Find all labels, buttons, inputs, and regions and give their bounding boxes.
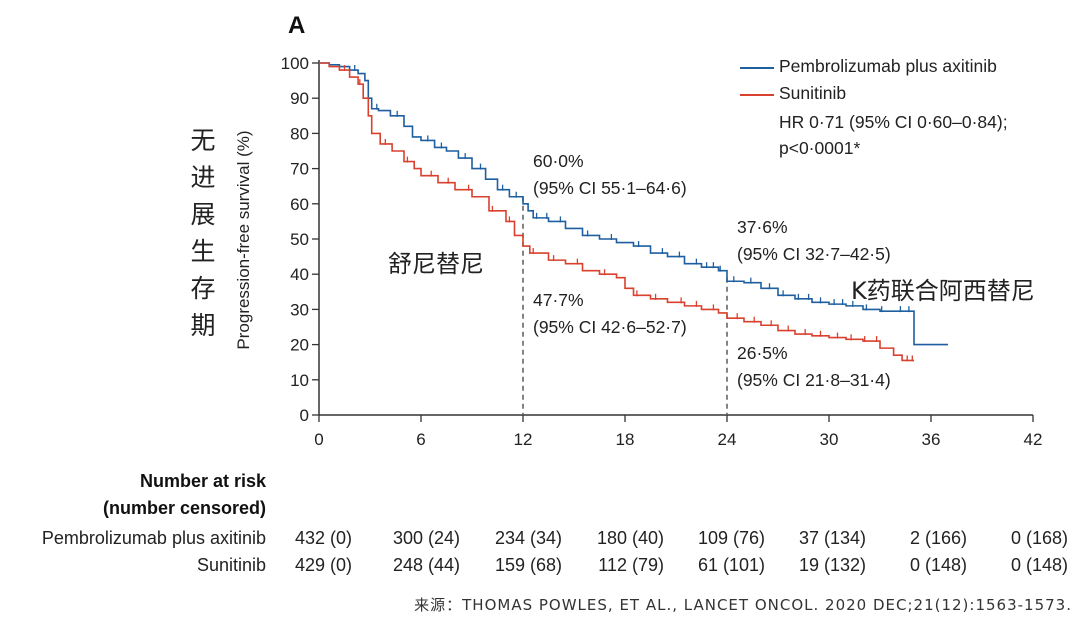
risk-table-title: Number at risk: [139, 471, 266, 491]
risk-cell: 112 (79): [598, 555, 664, 575]
legend-p-value: p<0·0001*: [779, 138, 861, 158]
risk-cell: 0 (148): [909, 555, 967, 575]
y-tick-label: 40: [290, 265, 309, 284]
y-axis-label: Progression-free survival (%): [234, 130, 253, 350]
annotation-suni-12-value: 47·7%: [533, 290, 584, 310]
x-tick-label: 0: [314, 430, 323, 449]
y-tick-label: 10: [290, 371, 309, 390]
risk-cell: 300 (24): [392, 528, 460, 548]
legend-label-sunitinib: Sunitinib: [779, 83, 847, 103]
y-tick-label: 0: [300, 406, 309, 425]
risk-cell: 2 (166): [909, 528, 967, 548]
risk-cell: 159 (68): [494, 555, 562, 575]
cn-label-combo: K药联合阿西替尼: [851, 277, 1035, 305]
annotation-pembro-12-ci: (95% CI 55·1–64·6): [533, 178, 687, 198]
legend-hr: HR 0·71 (95% CI 0·60–0·84);: [779, 112, 1008, 132]
cn-label-sunitinib: 舒尼替尼: [388, 250, 484, 278]
risk-table-subtitle: (number censored): [102, 498, 266, 518]
y-tick-label: 70: [290, 160, 309, 179]
km-curve-pembro: [319, 62, 948, 346]
y-tick-label: 100: [281, 54, 309, 73]
risk-cell: 109 (76): [697, 528, 765, 548]
source-citation: 来源：THOMAS POWLES, ET AL., LANCET ONCOL. …: [414, 596, 1072, 614]
risk-cell: 0 (168): [1010, 528, 1068, 548]
risk-row-label-sunitinib: Sunitinib: [196, 555, 266, 575]
x-tick-label: 12: [514, 430, 533, 449]
annotation-pembro-24-value: 37·6%: [737, 217, 788, 237]
y-tick-label: 50: [290, 230, 309, 249]
annotation-pembro-12-value: 60·0%: [533, 151, 584, 171]
annotation-suni-24-ci: (95% CI 21·8–31·4): [737, 370, 891, 390]
y-tick-label: 60: [290, 195, 309, 214]
x-tick-label: 18: [616, 430, 635, 449]
x-tick-label: 36: [922, 430, 941, 449]
risk-cell: 429 (0): [294, 555, 352, 575]
risk-cell: 234 (34): [494, 528, 562, 548]
annotation-suni-24-value: 26·5%: [737, 343, 788, 363]
risk-cell: 37 (134): [798, 528, 866, 548]
legend-swatch-pembro: [740, 67, 774, 69]
x-tick-label: 42: [1024, 430, 1043, 449]
legend-label-pembro: Pembrolizumab plus axitinib: [779, 56, 997, 76]
risk-cell: 61 (101): [697, 555, 765, 575]
annotation-suni-12-ci: (95% CI 42·6–52·7): [533, 317, 687, 337]
legend-swatch-sunitinib: [740, 94, 774, 96]
annotation-pembro-24-ci: (95% CI 32·7–42·5): [737, 244, 891, 264]
risk-cell: 248 (44): [392, 555, 460, 575]
panel-label: A: [288, 12, 306, 39]
y-tick-label: 30: [290, 300, 309, 319]
y-tick-label: 20: [290, 336, 309, 355]
km-curve-sunitinib: [319, 62, 914, 362]
risk-cell: 432 (0): [294, 528, 352, 548]
risk-cell: 19 (132): [798, 555, 866, 575]
cn-y-axis-label: 无进展生存期: [190, 126, 216, 340]
risk-cell: 0 (148): [1010, 555, 1068, 575]
y-tick-label: 80: [290, 124, 309, 143]
x-tick-label: 6: [416, 430, 425, 449]
x-tick-label: 24: [718, 430, 737, 449]
risk-cell: 180 (40): [596, 528, 664, 548]
x-tick-label: 30: [820, 430, 839, 449]
risk-row-label-pembro: Pembrolizumab plus axitinib: [41, 528, 266, 548]
y-tick-label: 90: [290, 89, 309, 108]
